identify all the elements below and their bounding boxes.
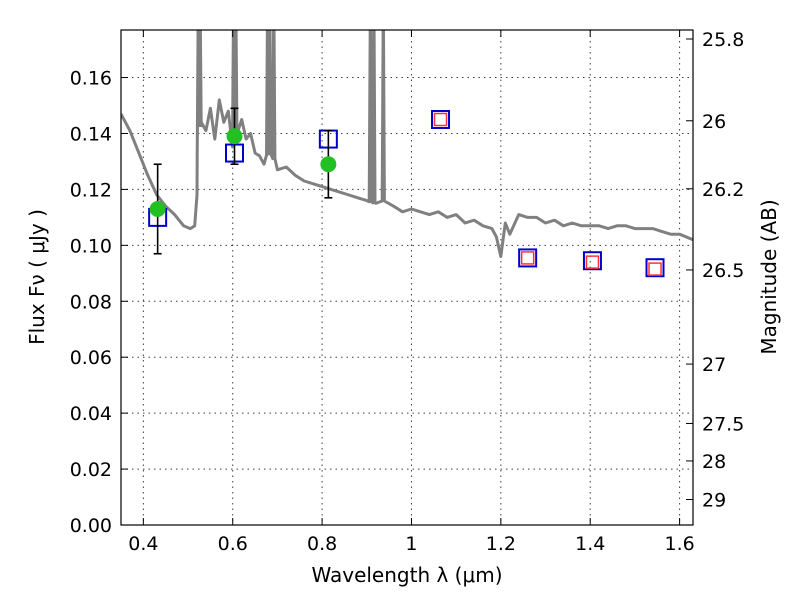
x-tick-label: 1.2 xyxy=(486,533,516,555)
y-tick-label: 0.06 xyxy=(70,347,112,369)
predicted-flux-marker xyxy=(520,251,535,265)
mag-tick-label: 26.2 xyxy=(702,179,744,201)
mag-tick-label: 26 xyxy=(702,111,726,133)
spectrum-line xyxy=(121,30,693,258)
model-flux-marker xyxy=(431,109,451,129)
mag-tick-label: 27.5 xyxy=(702,413,744,435)
x-axis-label: Wavelength λ (μm) xyxy=(311,563,502,587)
mag-tick-label: 28 xyxy=(702,451,726,473)
x-tick-label: 0.4 xyxy=(128,533,158,555)
y-tick-label: 0.14 xyxy=(70,123,112,145)
x-tick-label: 1.6 xyxy=(664,533,694,555)
x-tick-label: 1.4 xyxy=(575,533,605,555)
points-layer xyxy=(148,107,665,278)
predicted-flux-marker xyxy=(433,112,448,127)
predicted-flux-marker xyxy=(648,262,662,276)
y-tick-label: 0.10 xyxy=(70,235,112,257)
observed-point xyxy=(226,128,243,145)
y-axis-label: Flux Fν ( μJy ) xyxy=(25,209,49,345)
mag-tick-label: 29 xyxy=(702,489,726,511)
axes-ticks: 0.4 0.6 0.8 1 1.2 1.4 1.6 0.00 0.02 0.04 0.06 0.08 0… xyxy=(70,29,745,555)
x-tick-label: 0.6 xyxy=(218,533,248,555)
right-y-axis-label: Magnitude (AB) xyxy=(757,199,781,354)
y-tick-label: 0.16 xyxy=(70,68,112,90)
model-flux-marker xyxy=(518,248,538,268)
mag-tick-label: 27 xyxy=(702,354,726,376)
x-tick-label: 0.8 xyxy=(307,533,337,555)
observed-point xyxy=(320,156,337,173)
plot-area xyxy=(121,30,693,278)
y-tick-label: 0.04 xyxy=(70,403,112,425)
observed-point xyxy=(149,200,166,217)
y-tick-label: 0.08 xyxy=(70,291,112,313)
spectrum-layer xyxy=(121,30,693,258)
model-flux-marker xyxy=(582,251,602,271)
mag-tick-label: 25.8 xyxy=(702,29,744,51)
plot-frame xyxy=(120,29,694,526)
x-tick-label: 1 xyxy=(405,533,417,555)
y-tick-label: 0.02 xyxy=(70,459,112,481)
y-tick-label: 0.12 xyxy=(70,179,112,201)
y-tick-label: 0.00 xyxy=(70,515,112,537)
predicted-flux-marker xyxy=(585,255,600,269)
model-flux-marker xyxy=(645,258,665,278)
mag-tick-label: 26.5 xyxy=(702,260,744,282)
